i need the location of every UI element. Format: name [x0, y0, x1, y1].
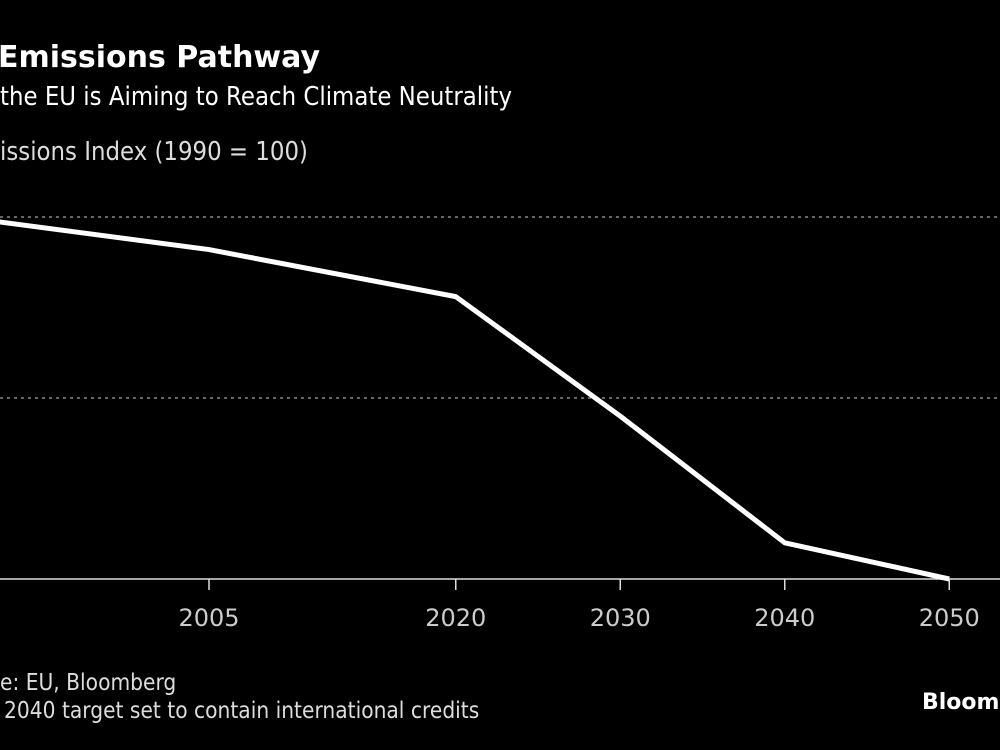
x-tick-label: 2030 [590, 604, 651, 632]
chart-title: Emissions Pathway [0, 40, 321, 75]
source-note: e: EU, Bloomberg [0, 670, 177, 696]
x-tick-label: 2040 [754, 604, 815, 632]
x-tick-label: 2050 [919, 604, 980, 632]
x-tick-label: 2005 [178, 604, 239, 632]
bloomberg-logo: Bloom [922, 690, 1000, 715]
chart-subtitle: the EU is Aiming to Reach Climate Neutra… [0, 82, 513, 112]
emissions-line [0, 219, 950, 582]
footnote: 2040 target set to contain international… [4, 698, 480, 724]
y-axis-label: issions Index (1990 = 100) [0, 137, 308, 167]
x-tick-label: 2020 [425, 604, 486, 632]
